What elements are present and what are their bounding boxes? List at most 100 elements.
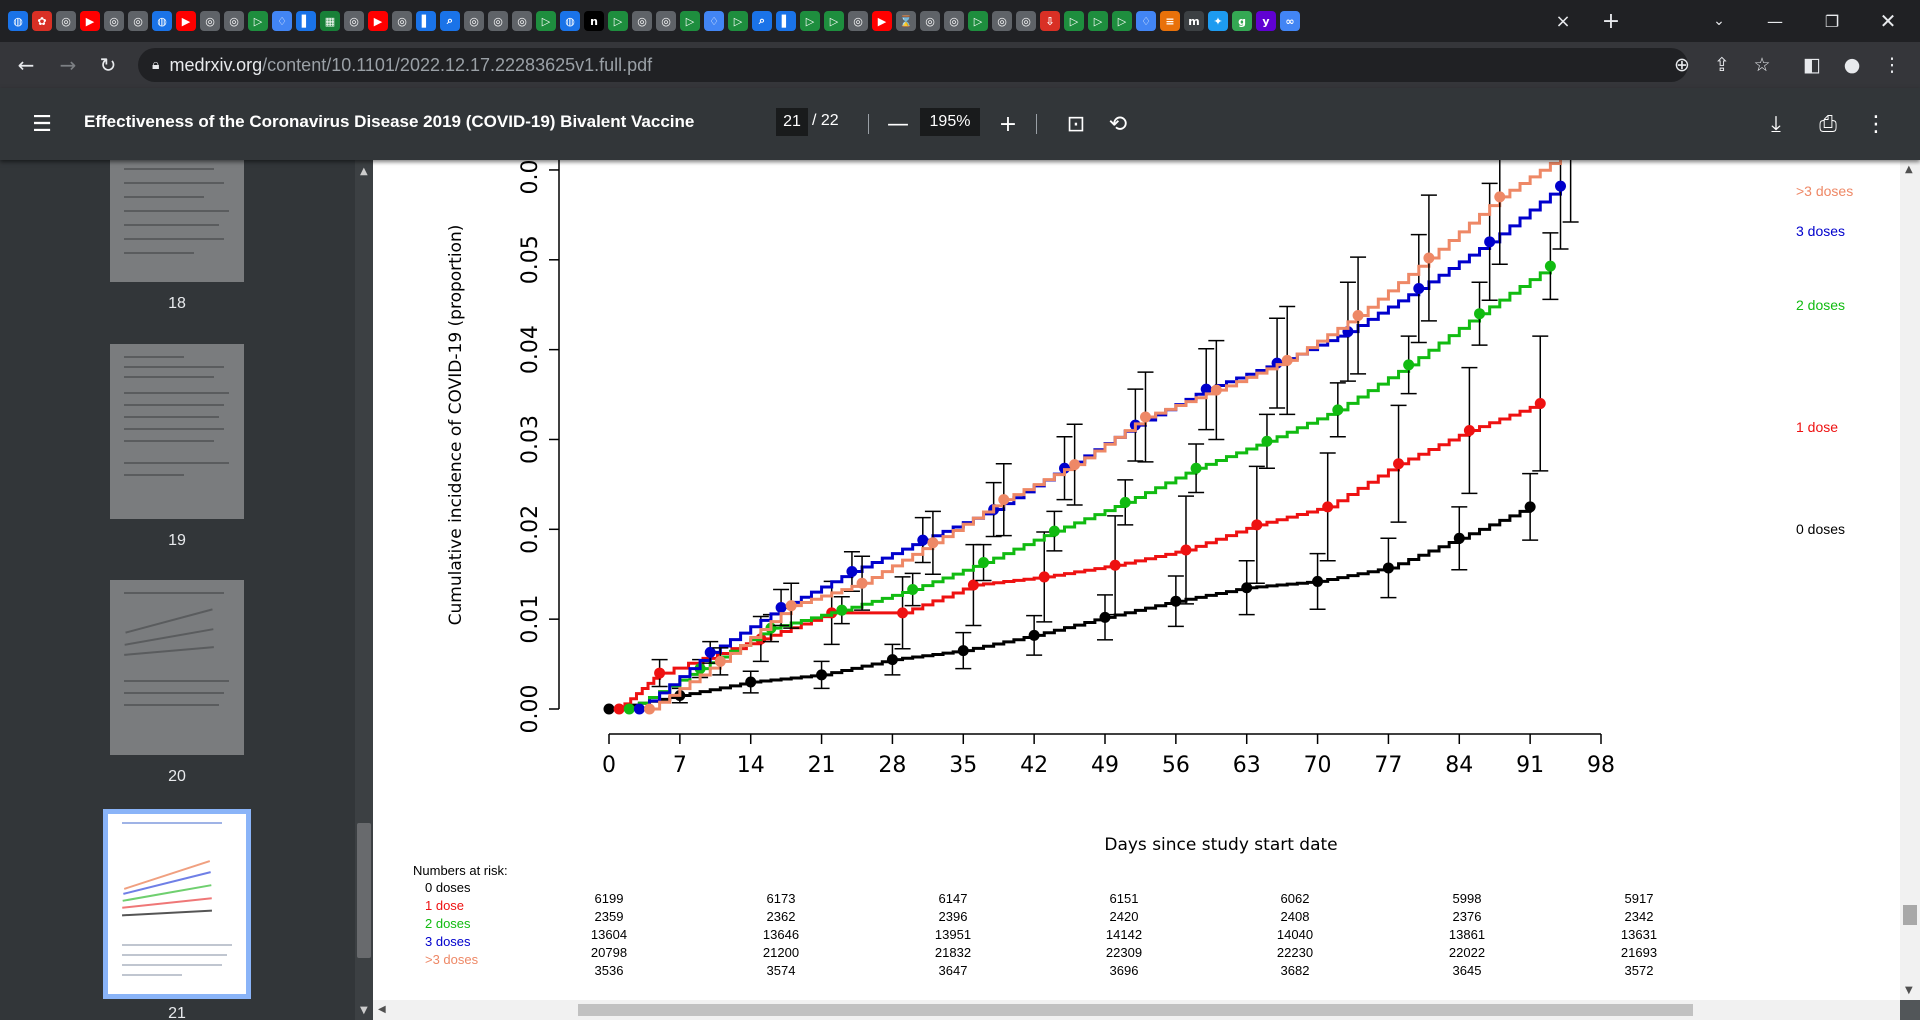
play-icon[interactable]: ▷: [1112, 11, 1132, 31]
y-tick-label: 0.00: [518, 685, 543, 734]
download-icon[interactable]: ⤓: [1771, 111, 1781, 137]
bi-logo-icon[interactable]: ◎: [992, 11, 1012, 31]
side-panel-icon[interactable]: ◧: [1803, 54, 1821, 76]
reload-icon[interactable]: ↻: [99, 53, 117, 77]
search-icon[interactable]: ⌕: [440, 11, 460, 31]
y-icon[interactable]: y: [1256, 11, 1276, 31]
x-tick-label: 14: [737, 753, 765, 778]
bi-logo-icon[interactable]: ◎: [344, 11, 364, 31]
play-icon[interactable]: ▷: [248, 11, 268, 31]
g-icon[interactable]: g: [1232, 11, 1252, 31]
play-icon[interactable]: ▷: [536, 11, 556, 31]
shield-icon[interactable]: ♢: [272, 11, 292, 31]
rotate-icon[interactable]: ⟲: [1108, 111, 1128, 137]
profile-avatar-icon[interactable]: ●: [1843, 54, 1861, 76]
bi-logo-icon[interactable]: ◎: [848, 11, 868, 31]
bi-logo-icon[interactable]: ◎: [56, 11, 76, 31]
globe-icon[interactable]: ◍: [560, 11, 580, 31]
page-vertical-scrollbar[interactable]: ▲ ▼: [1900, 160, 1920, 1000]
vertical-scroll-thumb[interactable]: [1903, 905, 1917, 925]
play-icon[interactable]: ▷: [824, 11, 844, 31]
horizontal-scroll-thumb[interactable]: [578, 1004, 1693, 1016]
search-icon[interactable]: ⌕: [752, 11, 772, 31]
twitter-icon[interactable]: ✦: [1208, 11, 1228, 31]
doc-icon[interactable]: ▌: [416, 11, 436, 31]
play-icon[interactable]: ▷: [800, 11, 820, 31]
zoom-out-button[interactable]: —: [887, 111, 909, 137]
page-thumbnail-21[interactable]: [103, 809, 251, 999]
forward-arrow-icon[interactable]: →: [59, 53, 77, 77]
page-thumbnail-20[interactable]: [110, 580, 244, 755]
bi-logo-icon[interactable]: ◎: [464, 11, 484, 31]
scroll-left-arrow-icon[interactable]: ◀: [378, 1004, 386, 1015]
minimize-window-icon[interactable]: —: [1767, 11, 1783, 31]
bi-logo-icon[interactable]: ◎: [920, 11, 940, 31]
browser-menu-icon[interactable]: ⋮: [1882, 54, 1902, 76]
scroll-up-arrow-icon[interactable]: ▲: [360, 166, 368, 177]
scroll-up-arrow-icon[interactable]: ▲: [1905, 164, 1913, 175]
sphere-icon[interactable]: ✿: [32, 11, 52, 31]
page-number-input[interactable]: 21: [776, 108, 808, 136]
bi-logo-icon[interactable]: ◎: [656, 11, 676, 31]
sidebar-scroll-thumb[interactable]: [357, 823, 371, 958]
risk-value: 22230: [1277, 945, 1313, 960]
restore-window-icon[interactable]: ❐: [1824, 11, 1840, 31]
page-horizontal-scrollbar[interactable]: ◀: [373, 1000, 1900, 1020]
page-thumbnail-19[interactable]: [110, 344, 244, 519]
mR-icon[interactable]: m: [1184, 11, 1204, 31]
youtube-icon[interactable]: ▶: [368, 11, 388, 31]
bi-logo-icon[interactable]: ◎: [128, 11, 148, 31]
play-icon[interactable]: ▷: [680, 11, 700, 31]
play-icon[interactable]: ▷: [608, 11, 628, 31]
hourglass-icon[interactable]: ⌛: [896, 11, 916, 31]
bars-icon[interactable]: ≡: [1160, 11, 1180, 31]
bi-logo-icon[interactable]: ◎: [512, 11, 532, 31]
new-tab-button[interactable]: +: [1601, 8, 1621, 34]
globe-icon[interactable]: ◍: [152, 11, 172, 31]
bi-logo-icon[interactable]: ◎: [944, 11, 964, 31]
doc-icon[interactable]: ▌: [776, 11, 796, 31]
play-icon[interactable]: ▷: [1088, 11, 1108, 31]
youtube-icon[interactable]: ▶: [80, 11, 100, 31]
zoom-magnifier-icon[interactable]: ⊕: [1674, 54, 1690, 76]
bi-logo-icon[interactable]: ◎: [488, 11, 508, 31]
maze-icon[interactable]: ▦: [320, 11, 340, 31]
download-icon[interactable]: ⇩: [1040, 11, 1060, 31]
bi-logo-icon[interactable]: ◎: [392, 11, 412, 31]
tab-search-chevron-icon[interactable]: ⌄: [1713, 13, 1725, 29]
url-bar[interactable]: 🔒︎ medrxiv.org/content/10.1101/2022.12.1…: [138, 48, 1688, 82]
scroll-down-arrow-icon[interactable]: ▼: [360, 1005, 368, 1016]
zoom-level-input[interactable]: 195%: [920, 108, 980, 136]
play-icon[interactable]: ▷: [728, 11, 748, 31]
bi-logo-icon[interactable]: ◎: [104, 11, 124, 31]
bi-logo-icon[interactable]: ◎: [1016, 11, 1036, 31]
doc-icon[interactable]: ▌: [296, 11, 316, 31]
close-tab-icon[interactable]: ×: [1555, 10, 1571, 32]
bi-logo-icon[interactable]: ◎: [224, 11, 244, 31]
share-icon[interactable]: ⇪: [1714, 54, 1730, 76]
bookmark-star-icon[interactable]: ☆: [1753, 54, 1771, 76]
shield-icon[interactable]: ♢: [1136, 11, 1156, 31]
scroll-down-arrow-icon[interactable]: ▼: [1905, 985, 1913, 996]
youtube-icon[interactable]: ▶: [872, 11, 892, 31]
more-actions-icon[interactable]: ⋮: [1865, 111, 1887, 137]
n-icon[interactable]: n: [584, 11, 604, 31]
data-point: [1180, 544, 1192, 556]
sidebar-scrollbar[interactable]: ▲ ▼: [355, 160, 373, 1020]
globe-icon[interactable]: ◍: [8, 11, 28, 31]
close-window-icon[interactable]: ✕: [1879, 9, 1897, 33]
youtube-icon[interactable]: ▶: [176, 11, 196, 31]
fit-to-page-icon[interactable]: ⊡: [1066, 111, 1086, 137]
play-icon[interactable]: ▷: [968, 11, 988, 31]
link-icon[interactable]: ∞: [1280, 11, 1300, 31]
shield-icon[interactable]: ♢: [704, 11, 724, 31]
zoom-in-button[interactable]: +: [998, 111, 1018, 137]
bi-logo-icon[interactable]: ◎: [632, 11, 652, 31]
print-icon[interactable]: ⎙: [1819, 111, 1837, 137]
hamburger-menu-icon[interactable]: ☰: [32, 111, 52, 137]
bi-logo-icon[interactable]: ◎: [200, 11, 220, 31]
play-icon[interactable]: ▷: [1064, 11, 1084, 31]
back-arrow-icon[interactable]: ←: [17, 53, 35, 77]
risk-value: 6147: [939, 891, 968, 906]
page-thumbnail-18[interactable]: [110, 160, 244, 282]
